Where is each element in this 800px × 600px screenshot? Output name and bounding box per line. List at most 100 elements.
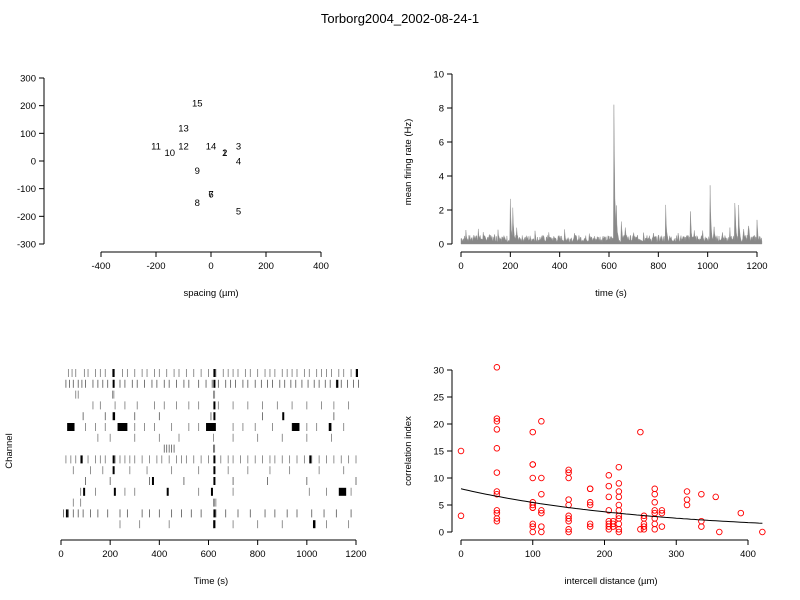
layout-y-tick-label: 0 bbox=[31, 157, 36, 168]
electrode-layout-xlabel: spacing (µm) bbox=[183, 288, 238, 299]
raster-burst bbox=[206, 423, 216, 431]
layout-x-tick-label: -200 bbox=[146, 261, 165, 272]
correlation-point bbox=[716, 528, 723, 536]
correlation-point bbox=[615, 520, 623, 528]
electrode-label-3: 3 bbox=[236, 141, 241, 152]
correlation-point bbox=[493, 418, 501, 425]
rate-y-tick-label: 8 bbox=[439, 104, 444, 115]
electrode-label-7: 7 bbox=[208, 190, 213, 201]
raster-channel-6 bbox=[67, 423, 345, 431]
raster-channel-15 bbox=[119, 520, 350, 529]
correlation-point bbox=[565, 517, 572, 525]
electrode-label-1: 1 bbox=[222, 148, 227, 159]
rate-x-tick-label: 200 bbox=[502, 261, 518, 272]
correlation-point bbox=[493, 469, 501, 476]
raster-x-tick-label: 400 bbox=[151, 549, 167, 560]
corr-x-tick-label: 0 bbox=[458, 549, 463, 560]
raster-channel-11 bbox=[85, 477, 357, 485]
raster-burst bbox=[292, 423, 300, 431]
electrode-label-11: 11 bbox=[151, 141, 161, 152]
correlation-point bbox=[493, 488, 501, 495]
raster-burst bbox=[117, 423, 128, 431]
correlation-point bbox=[637, 428, 644, 436]
correlation-point bbox=[615, 507, 623, 514]
rate-y-tick-label: 6 bbox=[439, 138, 444, 149]
correlation-point bbox=[538, 474, 545, 482]
corr-x-tick-label: 400 bbox=[740, 549, 756, 560]
correlation-point bbox=[493, 445, 501, 452]
correlation-point bbox=[529, 520, 537, 528]
raster-burst bbox=[210, 487, 213, 496]
correlation-point bbox=[529, 528, 537, 536]
correlation-point bbox=[538, 507, 545, 514]
rate-x-tick-label: 800 bbox=[650, 261, 666, 272]
correlation-point bbox=[615, 501, 623, 509]
raster-xlabel: Time (s) bbox=[194, 576, 228, 587]
correlation-point bbox=[529, 474, 537, 482]
correlation-point bbox=[658, 523, 666, 530]
correlation-point bbox=[529, 461, 537, 468]
correlation-point bbox=[586, 520, 594, 528]
corr-y-tick-label: 5 bbox=[439, 501, 444, 512]
correlation-point bbox=[493, 490, 501, 498]
correlation-point bbox=[586, 501, 594, 509]
electrode-label-12: 12 bbox=[178, 141, 189, 152]
rate-y-tick-label: 2 bbox=[439, 206, 444, 217]
raster-burst bbox=[336, 379, 339, 388]
electrode-label-5: 5 bbox=[236, 206, 241, 217]
raster-burst bbox=[112, 466, 115, 475]
raster-ylabel: Channel bbox=[4, 433, 15, 468]
corr-y-tick-label: 15 bbox=[433, 447, 444, 458]
correlation-point bbox=[683, 496, 691, 503]
raster-channel-8 bbox=[163, 444, 216, 453]
correlation-point bbox=[651, 499, 658, 506]
layout-y-tick-label: 200 bbox=[20, 101, 36, 112]
correlation-point bbox=[493, 426, 501, 433]
firing-rate-trace bbox=[460, 104, 763, 245]
rate-x-tick-label: 1200 bbox=[746, 261, 767, 272]
layout-y-tick-label: -200 bbox=[17, 212, 36, 223]
correlation-point bbox=[615, 488, 623, 495]
raster-burst bbox=[213, 520, 216, 529]
raster-burst bbox=[309, 455, 312, 464]
corr-x-tick-label: 100 bbox=[525, 549, 541, 560]
correlation-fit-curve bbox=[460, 488, 763, 524]
correlation-point bbox=[683, 501, 691, 509]
correlation-point bbox=[737, 509, 745, 517]
raster-burst bbox=[83, 487, 86, 496]
correlation-point bbox=[615, 463, 623, 471]
raster-burst bbox=[112, 369, 115, 377]
correlation-point bbox=[640, 526, 648, 533]
correlation-point bbox=[538, 490, 545, 498]
rate-x-tick-label: 600 bbox=[601, 261, 617, 272]
layout-y-tick-label: 100 bbox=[20, 129, 36, 140]
corr-y-tick-label: 0 bbox=[439, 528, 444, 539]
raster-channel-13 bbox=[72, 498, 217, 507]
panel-mean-firing-rate: 0 200 400 600 800 1000 1200 0 2 4 6 8 10 time (s) me… bbox=[403, 70, 768, 300]
correlation-point bbox=[609, 523, 617, 530]
correlation-point bbox=[538, 418, 545, 425]
panel-correlation-vs-distance: 0 100 200 300 400 0 5 10 15 20 25 30 intercell dist… bbox=[403, 364, 766, 587]
raster-burst bbox=[113, 487, 116, 496]
electrode-layout-axes: -400 -200 0 200 400 -300 -200 -100 0 100 200 300 bbox=[17, 74, 329, 273]
raster-burst bbox=[213, 379, 216, 388]
correlation-point bbox=[683, 488, 691, 495]
correlation-point bbox=[615, 526, 623, 533]
correlation-point bbox=[586, 499, 594, 506]
raster-burst bbox=[356, 369, 358, 377]
firing-rate-xlabel: time (s) bbox=[595, 288, 627, 299]
raster-burst bbox=[112, 455, 115, 464]
raster-burst bbox=[65, 509, 68, 518]
raster-channel-4 bbox=[92, 401, 350, 410]
panel-electrode-layout: -400 -200 0 200 400 -300 -200 -100 0 100 200 300 12… bbox=[17, 74, 329, 300]
layout-x-tick-label: 0 bbox=[208, 261, 213, 272]
raster-channel-2 bbox=[65, 379, 359, 388]
layout-y-tick-label: -300 bbox=[17, 240, 36, 251]
correlation-point bbox=[538, 528, 545, 536]
electrode-label-14: 14 bbox=[206, 141, 217, 152]
raster-burst bbox=[213, 477, 216, 485]
raster-x-tick-label: 1200 bbox=[345, 549, 366, 560]
corr-y-tick-label: 30 bbox=[433, 366, 444, 377]
correlation-point bbox=[457, 447, 465, 455]
